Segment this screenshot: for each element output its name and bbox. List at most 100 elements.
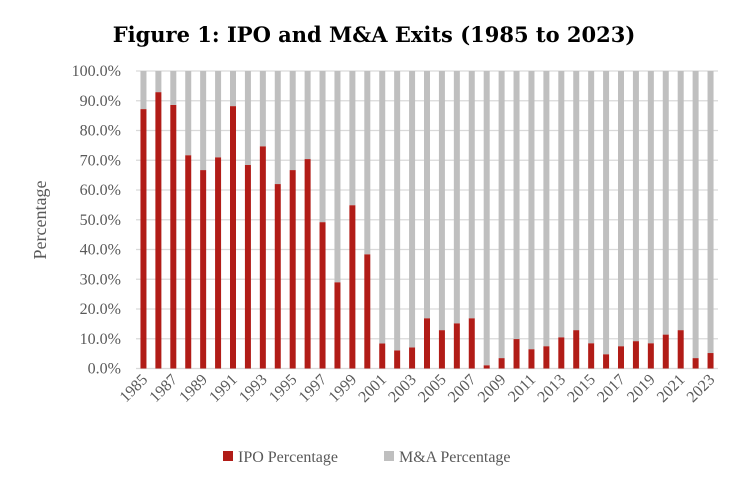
chart-title: Figure 1: IPO and M&A Exits (1985 to 202… xyxy=(113,22,636,47)
bar-ma xyxy=(244,71,251,166)
y-tick-label: 90.0% xyxy=(80,93,121,110)
x-tick-label: 2013 xyxy=(534,371,569,406)
bar-ma xyxy=(274,71,281,185)
bar-ma xyxy=(319,71,326,223)
bar-ma xyxy=(438,71,445,331)
x-tick-label: 2001 xyxy=(355,371,390,406)
bar-ipo xyxy=(647,343,654,369)
bar-ma xyxy=(215,71,222,158)
bar-ma xyxy=(647,71,654,344)
bar-ma xyxy=(349,71,356,206)
bar-ma xyxy=(334,71,341,283)
bar-ipo xyxy=(498,358,505,369)
bar-ma xyxy=(140,71,147,110)
bar-ma xyxy=(588,71,595,344)
x-tick-label: 1999 xyxy=(326,371,361,406)
bar-ipo xyxy=(185,155,192,369)
y-tick-label: 80.0% xyxy=(80,123,121,140)
legend-swatch-ipo xyxy=(223,451,233,461)
bar-ipo xyxy=(170,104,177,369)
bar-ipo xyxy=(453,323,460,369)
legend-label-ma: M&A Percentage xyxy=(399,449,511,466)
x-tick-label: 2003 xyxy=(385,371,420,406)
y-tick-label: 20.0% xyxy=(80,301,121,318)
y-tick-label: 100.0% xyxy=(72,63,121,80)
bar-ma xyxy=(632,71,639,342)
bar-ipo xyxy=(603,354,610,369)
bar-ma xyxy=(543,71,550,347)
bar-ma xyxy=(453,71,460,324)
bar-ipo xyxy=(692,358,699,369)
y-tick-label: 60.0% xyxy=(80,182,121,199)
bar-ma xyxy=(677,71,684,331)
bar-ma xyxy=(692,71,699,359)
y-tick-label: 30.0% xyxy=(80,271,121,288)
bar-ma xyxy=(424,71,430,319)
bar-ipo xyxy=(483,365,490,369)
y-tick-label: 50.0% xyxy=(80,212,121,229)
bar-ipo xyxy=(349,205,356,369)
x-tick-label: 1997 xyxy=(296,371,331,406)
bar-ipo xyxy=(618,346,624,369)
bar-ma xyxy=(707,71,714,354)
bar-ma xyxy=(573,71,580,331)
bar-ipo xyxy=(244,165,251,369)
bar-ipo xyxy=(424,318,430,369)
bar-ma xyxy=(230,71,236,107)
bar-ma xyxy=(603,71,610,355)
bar-ipo xyxy=(662,334,669,369)
y-axis-label: Percentage xyxy=(30,181,50,260)
bar-ipo xyxy=(289,170,296,369)
bar-ipo xyxy=(707,353,714,369)
x-tick-label: 1985 xyxy=(117,371,152,406)
bar-ma xyxy=(185,71,192,156)
legend-swatch-ma xyxy=(384,451,394,461)
x-tick-label: 2009 xyxy=(475,371,510,406)
bar-ipo xyxy=(364,254,371,369)
x-tick-label: 2015 xyxy=(564,371,599,406)
bar-ipo xyxy=(409,347,416,369)
bar-ma xyxy=(170,71,177,105)
y-tick-label: 10.0% xyxy=(80,331,121,348)
bar-ipo xyxy=(319,222,326,369)
x-tick-label: 2019 xyxy=(624,371,659,406)
bar-ipo xyxy=(140,109,147,369)
bar-ma xyxy=(289,71,296,171)
x-tick-label: 1989 xyxy=(176,371,211,406)
bar-ipo xyxy=(200,170,207,369)
bar-ipo xyxy=(379,343,386,369)
bar-ma xyxy=(468,71,475,319)
bar-ma xyxy=(662,71,669,335)
y-tick-label: 40.0% xyxy=(80,242,121,259)
bar-ipo xyxy=(528,349,535,369)
bar-ma xyxy=(394,71,401,351)
bar-ma xyxy=(618,71,624,347)
bar-ipo xyxy=(438,330,445,369)
bar-ipo xyxy=(677,330,684,369)
x-tick-label: 2021 xyxy=(654,371,689,406)
bar-ma xyxy=(409,71,416,348)
y-tick-label: 0.0% xyxy=(88,361,121,378)
x-tick-label: 2005 xyxy=(415,371,450,406)
bar-ma xyxy=(528,71,535,350)
x-tick-label: 1991 xyxy=(206,371,241,406)
bar-ipo xyxy=(230,106,236,369)
bar-ma xyxy=(379,71,386,344)
y-tick-label: 70.0% xyxy=(80,152,121,169)
bar-ipo xyxy=(215,157,222,369)
x-tick-label: 2011 xyxy=(505,371,539,405)
bar-ipo xyxy=(334,282,341,369)
bar-ipo xyxy=(513,339,520,369)
x-tick-label: 2023 xyxy=(684,371,719,406)
bar-ipo xyxy=(543,346,550,369)
bar-ipo xyxy=(573,330,580,369)
bar-ipo xyxy=(394,350,401,369)
bar-ipo xyxy=(632,341,639,369)
bar-ma xyxy=(155,71,162,93)
bar-ma xyxy=(558,71,565,338)
x-tick-label: 1993 xyxy=(236,371,271,406)
legend-label-ipo: IPO Percentage xyxy=(238,449,338,466)
x-tick-label: 1987 xyxy=(146,371,181,406)
bar-ipo xyxy=(155,92,162,369)
